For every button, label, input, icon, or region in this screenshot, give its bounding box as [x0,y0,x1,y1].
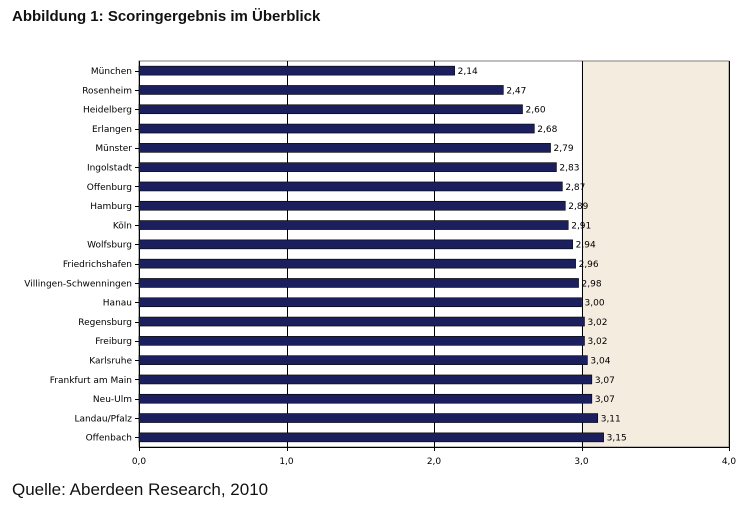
category-label: Hamburg [90,202,132,212]
shaded-region [581,61,729,447]
category-label: Rosenheim [82,86,132,96]
data-label: 2,60 [526,106,546,116]
data-label: 2,96 [579,260,599,270]
data-label: 2,83 [559,163,579,173]
x-tick-label: 4,0 [722,457,737,467]
bar [138,413,599,423]
data-label: 2,98 [582,279,602,289]
bar [138,432,604,443]
data-label: 2,79 [554,144,574,154]
x-tick-label: 0,0 [132,457,147,467]
category-label: Ingolstadt [87,163,133,173]
data-label: 3,02 [587,337,607,347]
bar [138,297,582,308]
chart-title: Abbildung 1: Scoringergebnis im Überblic… [12,8,321,25]
bar [138,123,535,134]
data-label: 2,87 [565,183,585,193]
bar [138,316,585,327]
data-label: 2,94 [576,241,596,251]
bar [138,336,585,346]
bar [138,258,576,269]
data-label: 2,47 [506,86,526,96]
data-label: 3,04 [590,356,610,366]
category-label: Offenburg [87,183,132,193]
category-label: Landau/Pfalz [74,414,132,424]
category-label: Friedrichshafen [63,260,132,270]
data-label: 2,89 [568,202,588,212]
data-label: 2,91 [571,221,591,231]
category-label: München [91,67,132,77]
bar-chart: München Rosenheim Heidelberg Erlangen Münste… [24,60,737,467]
category-label: Wolfsburg [87,241,132,251]
bar [138,65,455,76]
x-tick-label: 1,0 [279,457,294,467]
bar [138,85,504,95]
x-tick-label: 2,0 [427,457,442,467]
bar [138,143,551,153]
category-label: Münster [95,144,132,154]
data-label: 3,15 [607,434,627,444]
data-label: 3,02 [587,318,607,328]
category-label: Heidelberg [83,106,132,116]
bar [138,104,523,115]
bar [138,374,593,385]
category-label: Erlangen [92,125,132,135]
data-label: 3,00 [585,299,605,309]
data-label: 3,07 [595,376,615,386]
bar [138,239,573,250]
category-label: Hanau [103,299,132,309]
source-note: Quelle: Aberdeen Research, 2010 [12,480,269,499]
bar [138,181,563,192]
bar [138,220,569,230]
category-label: Neu-Ulm [93,395,132,405]
category-label: Regensburg [78,318,132,328]
bar [138,200,566,211]
category-label: Frankfurt am Main [50,376,132,386]
bar [138,278,579,288]
category-label: Villingen-Schwenningen [24,279,132,289]
data-label: 2,14 [458,67,478,77]
bar [138,162,557,172]
data-label: 2,68 [537,125,557,135]
bar [138,355,588,365]
category-label: Karlsruhe [89,356,132,366]
x-tick-label: 3,0 [574,457,589,467]
data-label: 3,07 [595,395,615,405]
category-label: Offenbach [86,434,132,444]
bar [138,393,593,404]
category-label: Köln [113,221,132,231]
data-label: 3,11 [601,414,621,424]
category-label: Freiburg [95,337,132,347]
